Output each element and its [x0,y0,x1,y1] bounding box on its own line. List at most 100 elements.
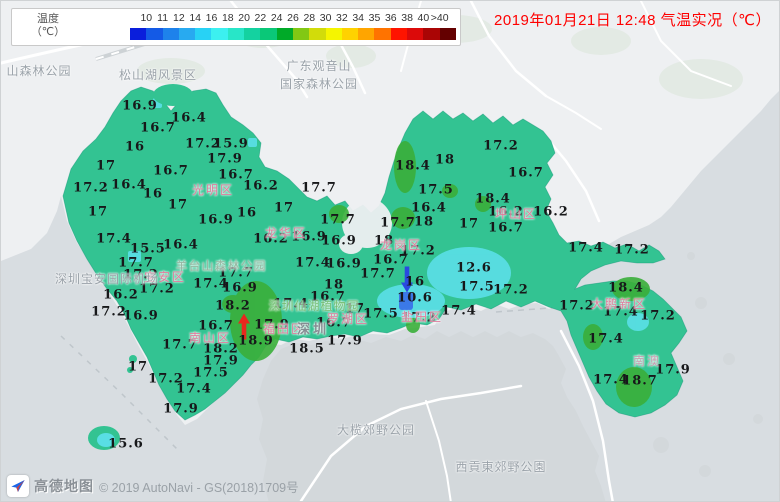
temperature-reading: 17.7 [380,215,416,231]
temperature-reading: 17.7 [218,265,254,281]
temperature-reading: 17.7 [360,266,396,282]
temperature-reading: 18.4 [475,191,511,207]
temperature-reading: 17 [273,200,295,216]
copyright-text: © 2019 AutoNavi - GS(2018)1709号 [99,480,299,495]
district-label: 光明区 [191,183,235,197]
temperature-reading: 17.5 [193,365,229,381]
temperature-reading: 16.9 [291,229,327,245]
temperature-legend: 温度 （℃） 10 11 12 14 16 18 20 22 24 26 28 30 32 34 35 36 3… [11,8,461,46]
legend-swatch [358,28,375,40]
legend-swatch [227,28,245,40]
legend-swatch [309,28,326,40]
temperature-reading: 17.5 [363,306,399,322]
legend-tick-label: 34 [352,12,365,24]
temperature-reading: 16 [142,186,164,202]
temperature-reading: 16.4 [411,200,447,216]
legend-swatch [260,28,277,40]
temperature-reading: 17.5 [459,279,495,295]
temperature-reading: 17.4 [441,303,477,319]
district-label: 坪山区 [494,207,538,221]
place-label: 广东观音山 [286,59,352,73]
legend-swatch [341,28,359,40]
map-title: 2019年01月21日 12:48 气温实况（℃） [494,12,771,29]
legend-tick-label: 38 [401,12,413,24]
legend-swatch [276,28,293,40]
legend-tick-label: 28 [303,12,316,24]
temperature-reading: 18 [434,152,456,168]
temperature-reading: 17.9 [203,353,239,369]
temperature-reading: 15.9 [213,136,249,152]
temperature-reading: 17.9 [655,362,691,378]
temperature-reading: 17.2 [640,308,676,324]
district-label: 盐田区 [400,310,444,324]
legend-tick-label: 36 [384,12,397,24]
wind-arrow-up-icon [237,313,251,346]
place-label: 羊台山森林公园 [175,259,267,273]
sea-area [1,91,779,501]
temperature-reading: 16.7 [488,220,524,236]
temperature-reading: 17.9 [327,333,363,349]
temperature-reading: 18.2 [215,298,251,314]
temperature-reading: 17.4 [176,381,212,397]
temperature-reading: 16.9 [326,256,362,272]
legend-color-bar [130,28,456,40]
urban-gap-area [339,198,392,254]
legend-tick-label: 40 [417,12,430,24]
temperature-reading: 15.5 [130,241,166,257]
temperature-reading: 17.7 [301,180,337,196]
place-label: 松山湖风景区 [118,68,198,82]
legend-swatch [146,28,163,40]
temperature-reading: 17.2 [614,242,650,258]
temperature-reading: 18.4 [608,280,644,296]
lake-and-islets [88,84,193,450]
district-label: 南山区 [188,331,232,345]
legend-swatch [292,28,310,40]
legend-tick-label: 32 [336,12,348,24]
temperature-reading: 18 [323,277,345,293]
warm-anomaly-patches [222,141,652,407]
legend-swatch [390,28,408,40]
legend-tick-label: 20 [238,12,250,24]
temperature-reading: 16.7 [218,167,254,183]
legend-swatch [423,28,440,40]
temperature-reading: 15.6 [108,436,144,452]
temperature-reading: 16.2 [533,204,569,220]
legend-swatch [374,28,391,40]
legend-tick-label: 30 [319,12,332,24]
temperature-reading: 17.2 [401,310,437,326]
wind-arrow-down-icon [400,266,414,299]
legend-tick-label: 26 [287,12,299,24]
place-label: 大榄郊野公园 [336,423,416,437]
temperature-reading: 16 [124,139,146,155]
legend-swatch [211,28,228,40]
temperature-reading: 17.9 [163,401,199,417]
legend-swatch [195,28,212,40]
temperature-reading: 16 [236,205,258,221]
temperature-reading: 17 [167,197,189,213]
district-label: 宝安区 [143,270,187,284]
temperature-reading: 17.2 [483,138,519,154]
temperature-reading: 17.9 [254,317,290,333]
legend-tick-label: 22 [254,12,267,24]
place-label: 西貢東郊野公園 [455,460,547,474]
temperature-reading: 16.7 [508,165,544,181]
temperature-reading: 17.4 [588,331,624,347]
temperature-reading: 18.5 [289,341,325,357]
temperature-reading: 16.4 [163,237,199,253]
temperature-reading: 16.7 [373,252,409,268]
district-label: 龙华区 [264,226,308,240]
hongkong-roads [299,329,614,501]
temperature-reading: 17.7 [320,212,356,228]
temperature-reading: 17.4 [568,240,604,256]
islands [578,252,763,486]
temperature-reading: 17.4 [295,255,331,271]
legend-swatch [244,28,261,40]
temperature-reading: 16.2 [243,178,279,194]
temperature-reading: 18 [413,214,435,230]
temperature-reading: 17.2 [91,304,127,320]
temperature-reading: 17 [344,301,366,317]
temperature-reading: 17 [127,359,149,375]
legend-tick-label: 18 [221,12,234,24]
